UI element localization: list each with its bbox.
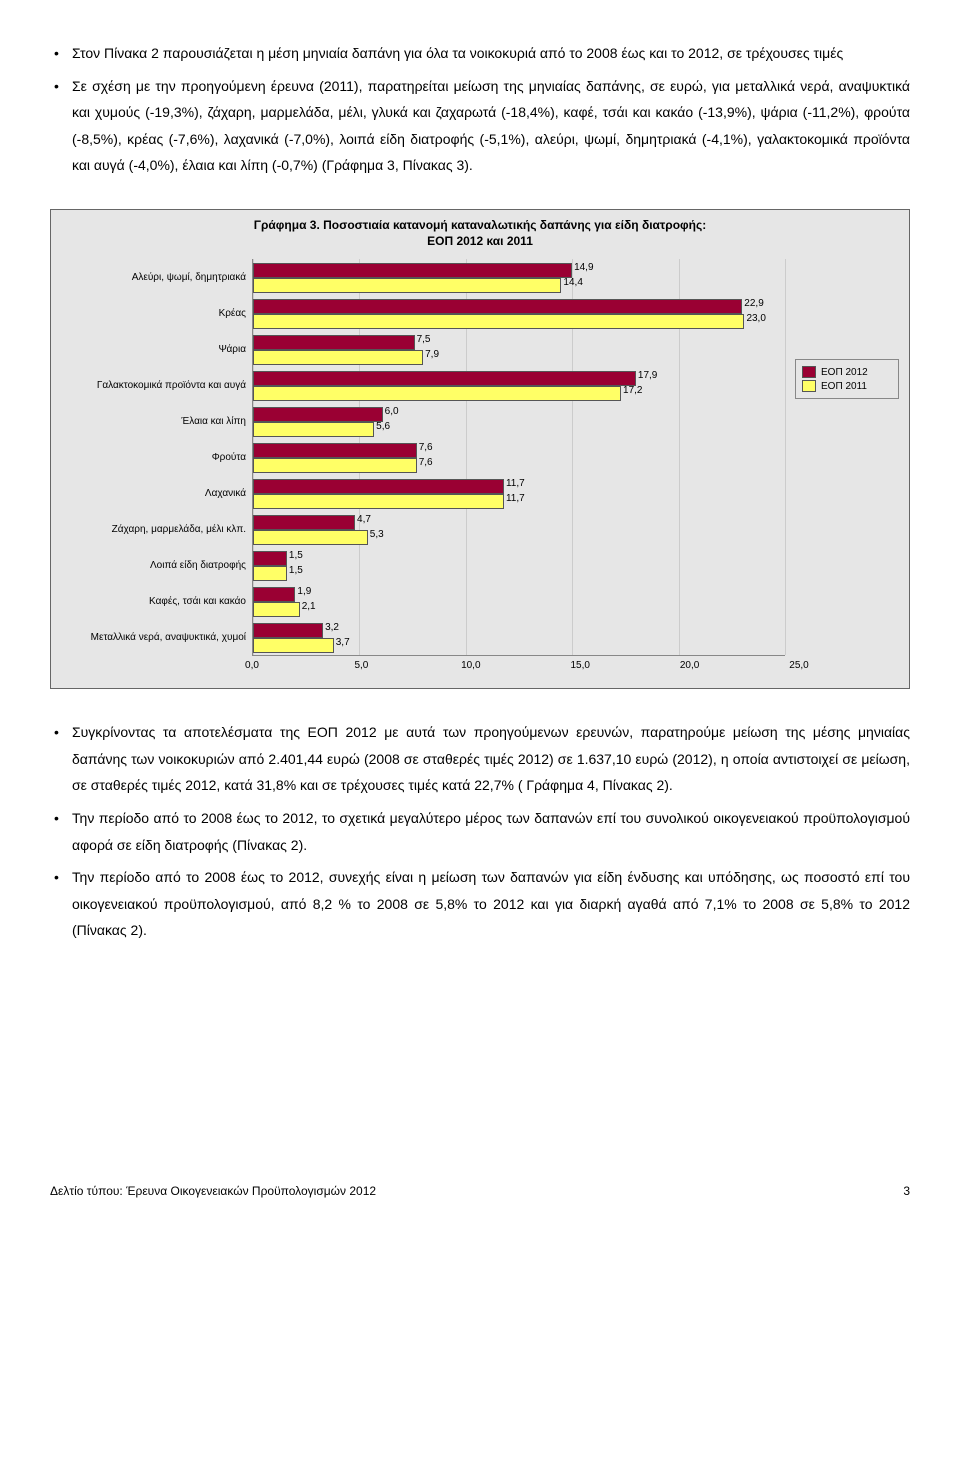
bar-value-label: 17,2 [623,385,642,396]
footer-left: Δελτίο τύπου: Έρευνα Οικογενειακών Προϋπ… [50,1184,376,1198]
plot-area: 14,914,422,923,07,57,917,917,26,05,67,67… [252,259,785,656]
legend-swatch-icon [802,366,816,378]
x-axis-tick: 15,0 [570,660,589,671]
bar-row: 7,57,9 [253,331,785,367]
bar-value-label: 1,5 [289,550,303,561]
bar-series-a [253,551,287,566]
bar-value-label: 23,0 [746,313,765,324]
bullet-item: Συγκρίνοντας τα αποτελέσματα της ΕΟΠ 201… [50,719,910,799]
bar-value-label: 7,5 [417,334,431,345]
page-footer: Δελτίο τύπου: Έρευνα Οικογενειακών Προϋπ… [50,1184,910,1198]
x-axis-tick: 0,0 [245,660,259,671]
y-axis-labels: Αλεύρι, ψωμί, δημητριακάΚρέαςΨάριαΓαλακτ… [61,259,252,655]
bar-value-label: 14,4 [563,277,582,288]
bar-value-label: 17,9 [638,370,657,381]
bar-series-b [253,494,504,509]
y-axis-label: Μεταλλικά νερά, αναψυκτικά, χυμοί [61,619,246,655]
bar-value-label: 1,5 [289,565,303,576]
bar-series-b [253,386,621,401]
bar-value-label: 3,2 [325,622,339,633]
y-axis-label: Κρέας [61,295,246,331]
legend-label: ΕΟΠ 2012 [821,367,868,378]
bullet-item: Την περίοδο από το 2008 έως το 2012, συν… [50,864,910,944]
chart-container: Γράφημα 3. Ποσοστιαία κατανομή καταναλωτ… [50,209,910,689]
bar-value-label: 22,9 [744,298,763,309]
bar-row: 4,75,3 [253,511,785,547]
bar-series-b [253,566,287,581]
bar-row: 7,67,6 [253,439,785,475]
bar-series-a [253,335,415,350]
y-axis-label: Φρούτα [61,439,246,475]
bar-row: 17,9 17,2 [253,367,785,403]
chart-title: Γράφημα 3. Ποσοστιαία κατανομή καταναλωτ… [61,218,899,249]
bar-value-label: 4,7 [357,514,371,525]
bar-series-a [253,479,504,494]
bar-series-b [253,314,744,329]
bar-row: 14,9 14,4 [253,259,785,295]
bar-value-label: 7,9 [425,349,439,360]
legend-label: ΕΟΠ 2011 [821,381,867,392]
bar-value-label: 11,7 [506,493,525,504]
bottom-bullet-list: Συγκρίνοντας τα αποτελέσματα της ΕΟΠ 201… [50,719,910,944]
bar-series-b [253,602,300,617]
chart-title-line2: ΕΟΠ 2012 και 2011 [427,234,533,248]
bullet-item: Στον Πίνακα 2 παρουσιάζεται η μέση μηνια… [50,40,910,67]
y-axis-label: Αλεύρι, ψωμί, δημητριακά [61,259,246,295]
bar-series-a [253,443,417,458]
bar-row: 6,05,6 [253,403,785,439]
bar-value-label: 2,1 [302,601,316,612]
bar-series-b [253,530,368,545]
y-axis-label: Γαλακτοκομικά προϊόντα και αυγά [61,367,246,403]
x-axis-tick: 10,0 [461,660,480,671]
y-axis-label: Έλαια και λίπη [61,403,246,439]
y-axis-label: Λαχανικά [61,475,246,511]
y-axis-label: Λοιπά είδη διατροφής [61,547,246,583]
x-axis-tick: 25,0 [789,660,808,671]
bar-value-label: 6,0 [385,406,399,417]
bar-value-label: 14,9 [574,262,593,273]
bar-value-label: 1,9 [297,586,311,597]
bar-series-a [253,623,323,638]
bar-row: 11,7 11,7 [253,475,785,511]
bar-series-a [253,587,295,602]
bar-value-label: 7,6 [419,442,433,453]
bar-value-label: 5,3 [370,529,384,540]
bar-value-label: 11,7 [506,478,525,489]
legend-swatch-icon [802,380,816,392]
bar-series-b [253,350,423,365]
bullet-item: Σε σχέση με την προηγούμενη έρευνα (2011… [50,73,910,179]
x-axis-tick: 20,0 [680,660,699,671]
bar-value-label: 3,7 [336,637,350,648]
legend-item: ΕΟΠ 2011 [802,380,892,392]
bar-series-a [253,371,636,386]
bar-value-label: 5,6 [376,421,390,432]
y-axis-label: Καφές, τσάι και κακάο [61,583,246,619]
y-axis-label: Ψάρια [61,331,246,367]
y-axis-label: Ζάχαρη, μαρμελάδα, μέλι κλπ. [61,511,246,547]
x-axis: 0,0 5,0 10,0 15,0 20,0 25,0 [61,660,899,674]
top-bullet-list: Στον Πίνακα 2 παρουσιάζεται η μέση μηνια… [50,40,910,179]
bar-series-a [253,407,383,422]
bar-series-b [253,278,561,293]
bar-row: 1,92,1 [253,583,785,619]
x-axis-tick: 5,0 [354,660,368,671]
bar-series-b [253,422,374,437]
x-axis-ticks: 0,05,010,015,020,025,0 [252,660,799,674]
bar-series-b [253,458,417,473]
bar-series-a [253,299,742,314]
bar-row: 3,23,7 [253,619,785,655]
bar-row: 22,9 23,0 [253,295,785,331]
footer-page-number: 3 [903,1184,910,1198]
bullet-item: Την περίοδο από το 2008 έως το 2012, το … [50,805,910,858]
bar-series-b [253,638,334,653]
bar-series-a [253,263,572,278]
bar-row: 1,51,5 [253,547,785,583]
chart-legend: ΕΟΠ 2012 ΕΟΠ 2011 [795,359,899,399]
legend-item: ΕΟΠ 2012 [802,366,892,378]
bar-value-label: 7,6 [419,457,433,468]
chart-title-line1: Γράφημα 3. Ποσοστιαία κατανομή καταναλωτ… [254,218,706,232]
bar-series-a [253,515,355,530]
